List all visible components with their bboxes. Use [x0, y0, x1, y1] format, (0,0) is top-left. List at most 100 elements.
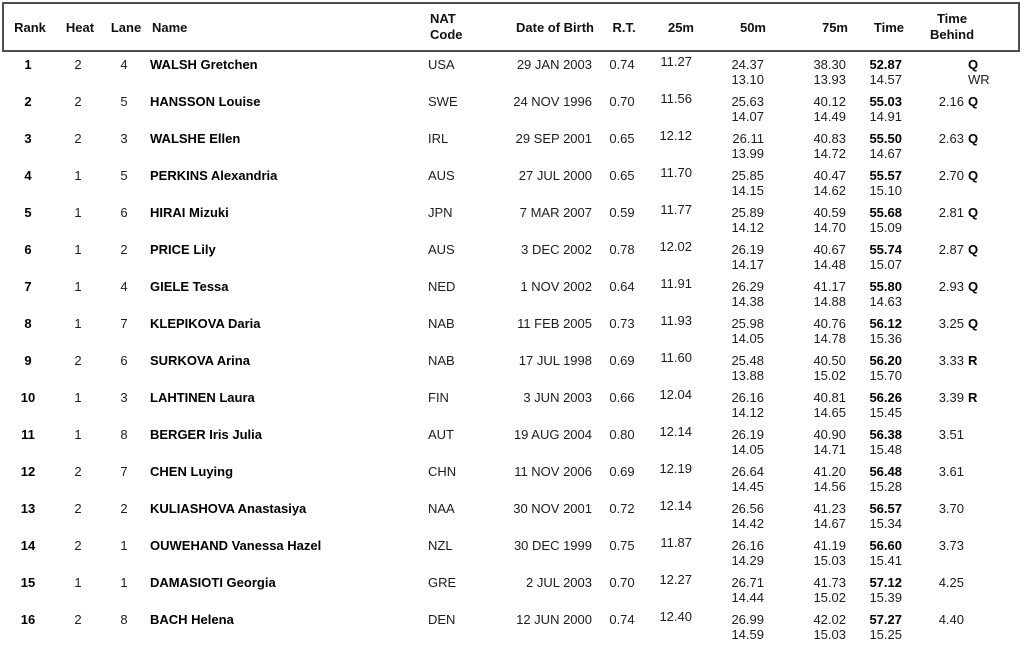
name-cell: WALSH Gretchen	[150, 57, 258, 72]
time-cell: 55.57	[869, 168, 902, 183]
heat-cell: 1	[74, 575, 82, 590]
rank-cell: 1	[24, 57, 32, 72]
reaction-time-cell: 0.78	[609, 242, 635, 257]
qualification-marker: Q	[968, 279, 979, 294]
record-note-cell	[906, 294, 1022, 309]
split-50m-delta: 14.05	[731, 442, 764, 457]
final-split-delta: 15.09	[869, 220, 902, 235]
split-25m-cell: 12.04	[659, 387, 692, 402]
record-note	[968, 183, 994, 198]
time-behind-value: 3.51	[938, 427, 964, 442]
record-note-cell	[906, 220, 1022, 235]
time-cell: 57.12	[869, 575, 902, 590]
time-behind-value: 2.70	[938, 168, 964, 183]
record-note-cell: WR	[906, 72, 1022, 87]
header-time-behind-line2: Behind	[929, 27, 975, 42]
dob-cell: 19 AUG 2004	[513, 427, 592, 442]
split-50m-cell: 26.29	[731, 279, 764, 294]
time-behind-cell: 2.63 Q	[906, 131, 1022, 146]
table-row: 11 1 8 BERGER Iris Julia AUT 19 AUG 2004…	[2, 424, 1022, 461]
record-note-cell	[906, 183, 1022, 198]
name-cell: HIRAI Mizuki	[150, 205, 229, 220]
time-cell: 55.74	[869, 242, 902, 257]
reaction-time-cell: 0.74	[609, 57, 635, 72]
time-behind-cell: 3.33 R	[906, 353, 1022, 368]
record-note	[968, 220, 994, 235]
reaction-time-cell: 0.65	[609, 168, 635, 183]
header-nat-line1: NAT	[430, 11, 456, 26]
split-75m-delta: 14.70	[813, 220, 846, 235]
time-cell: 56.48	[869, 464, 902, 479]
record-note-cell	[906, 146, 1022, 161]
nat-code-cell: DEN	[428, 612, 456, 627]
split-25m-cell: 11.87	[660, 535, 692, 550]
dob-cell: 3 JUN 2003	[523, 390, 592, 405]
split-25m-cell: 11.91	[660, 276, 692, 291]
time-behind-value: 2.63	[938, 131, 964, 146]
time-cell: 55.50	[869, 131, 902, 146]
split-75m-delta: 15.03	[813, 627, 846, 642]
time-cell: 56.60	[869, 538, 902, 553]
name-cell: BACH Helena	[150, 612, 234, 627]
time-cell: 55.68	[869, 205, 902, 220]
split-75m-delta: 13.93	[813, 72, 846, 87]
time-behind-value: 3.33	[938, 353, 964, 368]
rank-cell: 16	[20, 612, 36, 627]
time-behind-cell: 2.70 Q	[906, 168, 1022, 183]
table-row: 2 2 5 HANSSON Louise SWE 24 NOV 1996 0.7…	[2, 91, 1022, 128]
name-cell: WALSHE Ellen	[150, 131, 241, 146]
split-50m-delta: 14.45	[731, 479, 764, 494]
reaction-time-cell: 0.80	[609, 427, 635, 442]
record-note-cell	[906, 553, 1022, 568]
reaction-time-cell: 0.69	[609, 353, 635, 368]
table-row: 13 2 2 KULIASHOVA Anastasiya NAA 30 NOV …	[2, 498, 1022, 535]
split-50m-cell: 26.56	[731, 501, 764, 516]
split-50m-delta: 14.15	[731, 183, 764, 198]
name-cell: BERGER Iris Julia	[150, 427, 262, 442]
split-75m-delta: 14.88	[813, 294, 846, 309]
split-50m-cell: 26.16	[731, 390, 764, 405]
reaction-time-cell: 0.75	[609, 538, 635, 553]
reaction-time-cell: 0.72	[609, 501, 635, 516]
qualification-marker	[968, 427, 994, 442]
lane-cell: 5	[120, 94, 128, 109]
time-behind-value: 4.40	[938, 612, 964, 627]
nat-code-cell: GRE	[428, 575, 457, 590]
time-cell: 56.26	[869, 390, 902, 405]
lane-cell: 4	[120, 57, 128, 72]
dob-cell: 3 DEC 2002	[521, 242, 592, 257]
record-note: WR	[968, 72, 990, 87]
nat-code-cell: AUT	[428, 427, 454, 442]
split-50m-delta: 14.05	[731, 331, 764, 346]
reaction-time-cell: 0.73	[609, 316, 635, 331]
dob-cell: 2 JUL 2003	[525, 575, 592, 590]
split-75m-delta: 14.71	[813, 442, 846, 457]
split-50m-delta: 13.99	[731, 146, 764, 161]
split-50m-cell: 25.89	[731, 205, 764, 220]
record-note-spacer	[906, 553, 964, 568]
qualification-marker: Q	[968, 57, 979, 72]
reaction-time-cell: 0.70	[609, 94, 635, 109]
table-row: 15 1 1 DAMASIOTI Georgia GRE 2 JUL 2003 …	[2, 572, 1022, 609]
dob-cell: 7 MAR 2007	[519, 205, 592, 220]
time-behind-cell: 3.73	[906, 538, 1022, 553]
time-cell: 56.20	[869, 353, 902, 368]
rank-cell: 2	[24, 94, 32, 109]
record-note-spacer	[906, 516, 964, 531]
table-row: 6 1 2 PRICE Lily AUS 3 DEC 2002 0.78 12.…	[2, 239, 1022, 276]
table-row: 3 2 3 WALSHE Ellen IRL 29 SEP 2001 0.65 …	[2, 128, 1022, 165]
split-75m-delta: 14.62	[813, 183, 846, 198]
name-cell: HANSSON Louise	[150, 94, 261, 109]
split-75m-cell: 40.12	[813, 94, 846, 109]
header-25m: 25m	[667, 19, 694, 35]
header-nat-line2: Code	[430, 27, 463, 42]
lane-cell: 1	[120, 575, 128, 590]
lane-cell: 4	[120, 279, 128, 294]
split-25m-cell: 11.93	[660, 313, 692, 328]
heat-cell: 1	[74, 427, 82, 442]
split-25m-cell: 12.27	[659, 572, 692, 587]
rank-cell: 11	[21, 427, 35, 442]
heat-cell: 2	[74, 501, 82, 516]
split-50m-cell: 26.11	[732, 131, 764, 146]
rank-cell: 5	[24, 205, 32, 220]
